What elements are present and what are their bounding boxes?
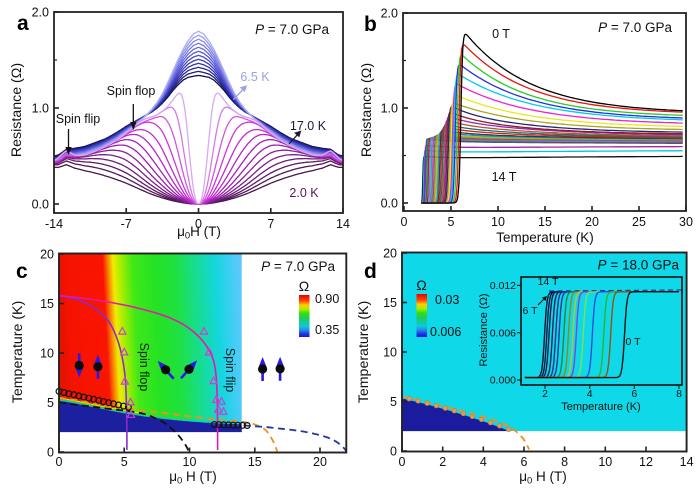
svg-text:Ω: Ω (299, 278, 309, 294)
svg-text:0 T: 0 T (626, 336, 642, 348)
svg-text:0.006: 0.006 (490, 327, 516, 339)
svg-text:6 T: 6 T (523, 305, 539, 317)
svg-text:6: 6 (631, 388, 637, 400)
svg-text:14: 14 (336, 217, 350, 231)
svg-text:6: 6 (521, 455, 528, 469)
svg-text:c: c (16, 260, 28, 283)
svg-text:4: 4 (587, 388, 593, 400)
svg-text:8: 8 (676, 388, 682, 400)
svg-text:0 T: 0 T (492, 27, 510, 41)
svg-text:6.5 K: 6.5 K (240, 70, 270, 84)
svg-text:Resistance (Ω): Resistance (Ω) (9, 63, 25, 157)
svg-text:30: 30 (679, 215, 693, 229)
svg-text:0.03: 0.03 (435, 293, 459, 307)
svg-text:10: 10 (491, 215, 505, 229)
svg-text:Temperature (K): Temperature (K) (561, 401, 640, 413)
svg-text:15: 15 (383, 296, 397, 310)
svg-text:Spin flip: Spin flip (56, 112, 101, 126)
svg-text:15: 15 (248, 455, 262, 469)
svg-text:Spin flip: Spin flip (223, 348, 237, 393)
svg-text:10: 10 (40, 346, 54, 360)
svg-text:2: 2 (439, 455, 446, 469)
svg-text:0.0: 0.0 (32, 197, 49, 211)
svg-text:2.0 K: 2.0 K (289, 186, 319, 200)
svg-text:P = 7.0 GPa: P = 7.0 GPa (255, 22, 329, 37)
svg-text:-14: -14 (45, 217, 63, 231)
svg-text:5: 5 (390, 395, 397, 409)
svg-text:20: 20 (383, 246, 397, 260)
svg-text:10: 10 (183, 455, 197, 469)
svg-text:0: 0 (399, 455, 406, 469)
svg-text:-7: -7 (121, 217, 132, 231)
svg-text:μ0H (T): μ0H (T) (177, 224, 221, 242)
svg-text:d: d (364, 260, 377, 283)
svg-text:0.012: 0.012 (490, 280, 516, 292)
svg-text:14: 14 (680, 455, 694, 469)
svg-text:0: 0 (401, 215, 408, 229)
svg-text:1.0: 1.0 (32, 101, 49, 115)
svg-text:Temperature (K): Temperature (K) (356, 301, 372, 404)
svg-text:0.0: 0.0 (381, 196, 398, 210)
svg-text:0.90: 0.90 (315, 292, 339, 306)
svg-text:0: 0 (47, 445, 54, 459)
svg-text:8: 8 (561, 455, 568, 469)
svg-text:15: 15 (538, 215, 552, 229)
svg-text:20: 20 (40, 247, 54, 261)
svg-text:10: 10 (383, 345, 397, 359)
svg-text:Spin flop: Spin flop (107, 84, 156, 98)
svg-text:Resistance (Ω): Resistance (Ω) (359, 63, 375, 157)
svg-text:0: 0 (390, 444, 397, 458)
svg-text:17.0 K: 17.0 K (290, 119, 327, 133)
svg-text:20: 20 (585, 215, 599, 229)
svg-text:Resistance (Ω): Resistance (Ω) (478, 293, 490, 366)
svg-text:μ0 H (T): μ0 H (T) (519, 469, 567, 487)
svg-text:0: 0 (195, 217, 202, 231)
svg-text:20: 20 (313, 455, 327, 469)
svg-text:4: 4 (480, 455, 487, 469)
svg-text:5: 5 (47, 396, 54, 410)
svg-text:b: b (364, 13, 377, 36)
svg-text:7: 7 (267, 217, 274, 231)
svg-text:P = 7.0 GPa: P = 7.0 GPa (261, 259, 335, 274)
svg-text:P = 7.0 GPa: P = 7.0 GPa (598, 20, 672, 35)
svg-text:Spin flop: Spin flop (137, 343, 151, 392)
svg-text:μ0 H (T): μ0 H (T) (169, 469, 217, 487)
svg-text:14 T: 14 T (492, 170, 517, 184)
svg-text:Temperature (K): Temperature (K) (496, 230, 594, 245)
svg-text:5: 5 (121, 455, 128, 469)
svg-text:15: 15 (40, 297, 54, 311)
svg-text:10: 10 (598, 455, 612, 469)
svg-text:0.000: 0.000 (490, 375, 516, 387)
svg-text:P = 18.0 GPa: P = 18.0 GPa (598, 258, 680, 273)
svg-text:Temperature (K): Temperature (K) (10, 301, 26, 404)
svg-text:2: 2 (542, 388, 548, 400)
svg-text:a: a (17, 12, 29, 35)
svg-text:1.0: 1.0 (381, 101, 398, 115)
svg-text:25: 25 (632, 215, 646, 229)
svg-text:0.35: 0.35 (315, 323, 339, 337)
svg-text:0: 0 (56, 455, 63, 469)
svg-text:14 T: 14 T (538, 276, 559, 288)
svg-text:2.0: 2.0 (32, 5, 49, 19)
svg-text:0.006: 0.006 (430, 325, 461, 339)
svg-text:2.0: 2.0 (381, 6, 398, 20)
svg-text:5: 5 (448, 215, 455, 229)
svg-text:12: 12 (639, 455, 653, 469)
svg-text:Ω: Ω (416, 277, 426, 293)
